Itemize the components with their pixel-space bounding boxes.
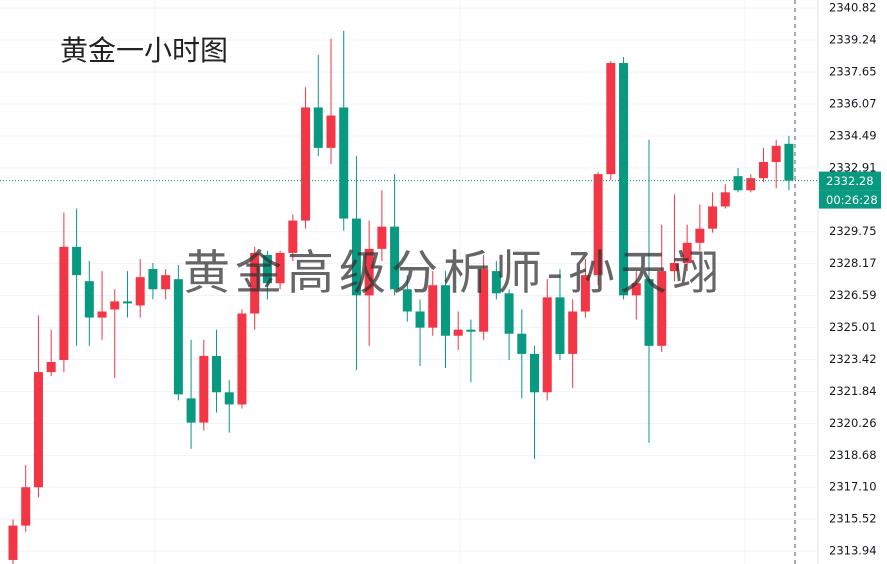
- candle-body: [199, 355, 209, 423]
- candle-body: [593, 174, 603, 276]
- grid: [0, 0, 818, 564]
- candle-body: [695, 228, 705, 243]
- candle-body: [8, 525, 18, 560]
- candle-body: [46, 361, 56, 373]
- candle-body: [364, 248, 374, 296]
- candle-body: [758, 162, 768, 179]
- candle-body: [771, 145, 781, 163]
- candle-body: [237, 313, 247, 405]
- candle-body: [606, 63, 616, 175]
- last-price-label: 2332.28: [826, 174, 874, 188]
- candles: [8, 30, 794, 564]
- candle-body: [33, 372, 43, 488]
- candle-body: [428, 285, 438, 328]
- candle-body: [122, 301, 132, 304]
- y-tick-label: 2317.10: [829, 480, 877, 494]
- last-price-box: [819, 171, 881, 191]
- y-tick-label: 2320.26: [829, 416, 877, 430]
- candle-body: [440, 285, 450, 336]
- y-tick-label: 2336.07: [829, 97, 877, 111]
- y-tick-label: 2315.52: [829, 512, 877, 526]
- candle-body: [669, 263, 679, 272]
- candle-body: [161, 275, 171, 290]
- candle-body: [84, 281, 94, 318]
- candle-body: [250, 252, 260, 314]
- candle-body: [746, 178, 756, 191]
- y-tick-label: 2340.82: [829, 1, 877, 15]
- y-tick-label: 2329.75: [829, 224, 877, 238]
- y-tick-label: 2334.49: [829, 128, 877, 142]
- countdown-label: 00:26:28: [826, 193, 878, 207]
- candle-body: [313, 107, 323, 148]
- candle-body: [631, 283, 641, 296]
- candle-body: [135, 277, 145, 306]
- candle-body: [466, 329, 476, 332]
- y-axis: 2340.82 2339.24 2337.65 2336.07 2334.49 2332.…: [829, 1, 877, 558]
- candle-body: [708, 206, 718, 229]
- candle-body: [619, 63, 629, 296]
- candle-body: [402, 289, 412, 312]
- candle-body: [301, 107, 311, 221]
- candle-body: [339, 107, 349, 219]
- watermark: 黄金高级分析师-孙天翊: [183, 246, 724, 301]
- candle-body: [491, 271, 501, 294]
- candle-body: [682, 242, 692, 264]
- candle-body: [657, 271, 667, 346]
- chart-title: 黄金一小时图: [60, 34, 228, 67]
- y-tick-label: 2332.91: [829, 160, 877, 174]
- candle-body: [275, 252, 285, 284]
- y-tick-label: 2326.59: [829, 288, 877, 302]
- y-tick-label: 2337.65: [829, 65, 877, 79]
- candle-body: [504, 293, 514, 334]
- candle-body: [377, 226, 387, 249]
- candle-body: [453, 329, 463, 336]
- candle-body: [173, 279, 183, 395]
- candle-body: [733, 176, 743, 191]
- candle-body: [415, 311, 425, 328]
- candle-body: [148, 269, 158, 290]
- candle-body: [97, 311, 107, 318]
- candle-body: [479, 269, 489, 332]
- candle-body: [288, 220, 298, 253]
- candle-body: [262, 254, 272, 284]
- candle-body: [644, 279, 654, 346]
- y-tick-label: 2328.17: [829, 256, 877, 270]
- candle-body: [568, 311, 578, 354]
- y-tick-label: 2339.24: [829, 32, 877, 46]
- y-tick-label: 2321.84: [829, 384, 877, 398]
- candle-body: [580, 275, 590, 312]
- y-tick-label: 2318.68: [829, 448, 877, 462]
- candle-body: [351, 218, 361, 296]
- candle-body: [390, 226, 400, 290]
- candle-body: [784, 143, 794, 181]
- candle-body: [72, 246, 82, 276]
- countdown-box: [819, 190, 881, 209]
- y-tick-label: 2313.94: [829, 544, 877, 558]
- candle-body: [555, 297, 565, 354]
- candle-body: [542, 297, 552, 393]
- candle-body: [21, 487, 31, 526]
- candle-body: [110, 301, 120, 310]
- candle-body: [530, 353, 540, 393]
- candle-body: [59, 246, 69, 360]
- candle-body: [224, 392, 234, 405]
- candle-body: [720, 192, 730, 207]
- y-tick-label: 2323.42: [829, 352, 877, 366]
- y-tick-label: 2325.01: [829, 320, 877, 334]
- candle-body: [186, 398, 196, 423]
- candle-body: [326, 115, 336, 148]
- candle-body: [212, 355, 222, 393]
- candle-body: [517, 333, 527, 354]
